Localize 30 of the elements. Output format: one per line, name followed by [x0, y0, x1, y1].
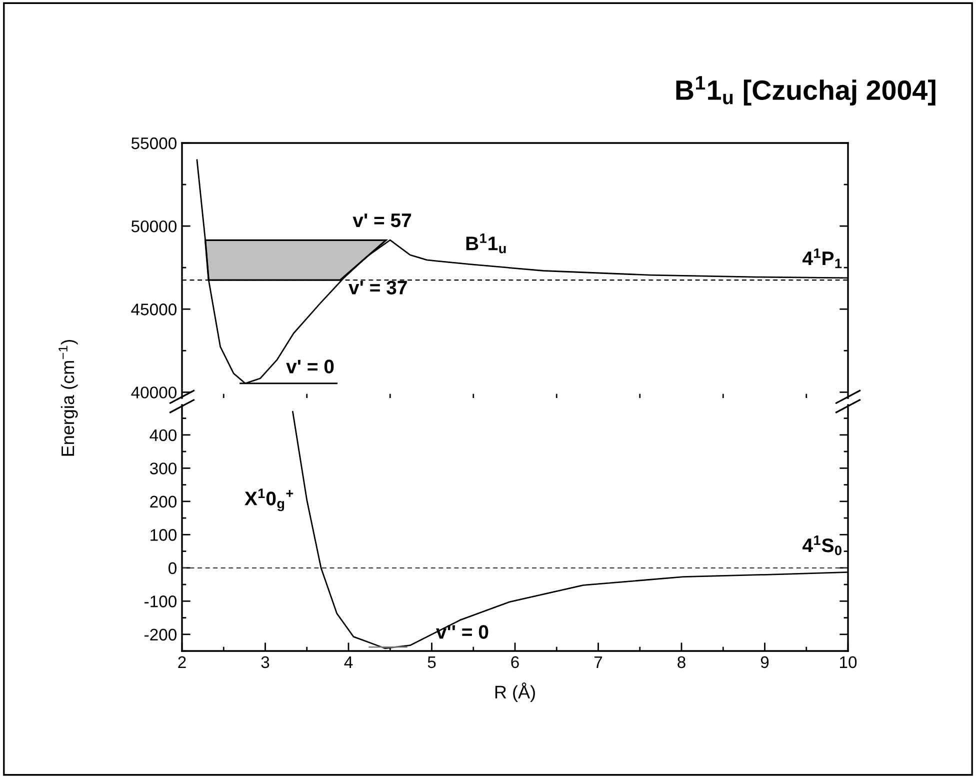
x-tick-label: 10 — [840, 656, 857, 668]
x-axis-title: R (Å) — [495, 682, 535, 702]
x-tick-label: 5 — [428, 656, 436, 668]
annotation: v' = 37 — [348, 280, 407, 295]
annotation: B$^{1}$1$_{u}$ — [466, 234, 506, 254]
annotation: 4$^{1}$S$_{0}$ — [802, 536, 842, 556]
y-tick-label: 45000 — [131, 304, 176, 316]
y-tick-label: 55000 — [131, 137, 176, 150]
y-tick-label: 0 — [168, 562, 176, 574]
x-tick-label: 6 — [511, 656, 519, 668]
x-tick-label: 3 — [261, 656, 270, 668]
chart-title: B$^{1}$1$_{u}$ [Czuchaj 2004] — [676, 76, 936, 106]
x-tick-label: 4 — [344, 656, 353, 668]
x-tick-label: 8 — [678, 656, 686, 668]
y-tick-label: 200 — [150, 496, 176, 508]
y-tick-label: -200 — [144, 628, 176, 641]
annotation: v' = 57 — [352, 214, 412, 228]
annotation: 4$^{1}$P$_{1}$ — [802, 248, 842, 268]
x-tick-label: 9 — [760, 656, 769, 668]
y-tick-label: 300 — [150, 462, 176, 474]
y-axis-title: Energia (cm$^{−1}$) — [58, 340, 78, 456]
x-tick-label: 7 — [594, 656, 602, 668]
y-tick-label: 100 — [150, 529, 176, 541]
y-tick-label: 50000 — [131, 220, 176, 232]
y-tick-label: 40000 — [131, 386, 176, 398]
x-tick-label: 2 — [178, 656, 186, 668]
y-tick-label: -100 — [144, 596, 176, 608]
annotation: v' = 0 — [286, 360, 334, 374]
annotation: X$^{1}$0$_{g}$$^{+}$ — [244, 488, 294, 512]
y-tick-label: 400 — [150, 429, 176, 442]
